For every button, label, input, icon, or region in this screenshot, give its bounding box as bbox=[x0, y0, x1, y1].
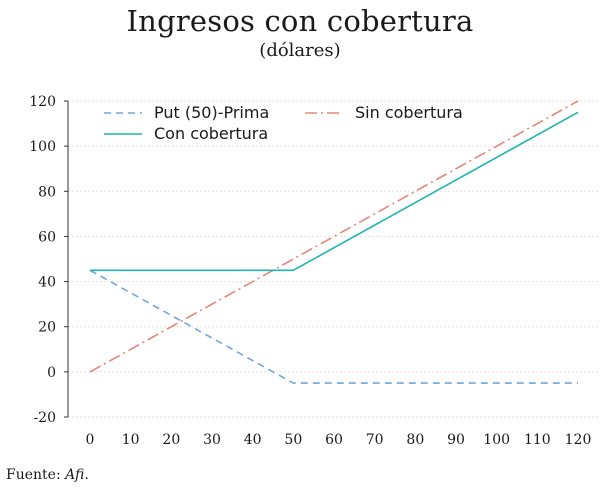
legend-label: Sin cobertura bbox=[355, 103, 463, 122]
source-prefix: Fuente: bbox=[6, 467, 66, 483]
x-tick-label: 70 bbox=[366, 432, 384, 448]
x-tick-label: 50 bbox=[284, 432, 302, 448]
y-tick-label: 60 bbox=[38, 229, 56, 245]
y-tick-label: 0 bbox=[47, 365, 56, 381]
x-tick-label: 100 bbox=[483, 432, 510, 448]
y-tick-label: 100 bbox=[29, 139, 56, 155]
y-tick-label: 40 bbox=[38, 275, 56, 291]
x-tick-label: 20 bbox=[162, 432, 180, 448]
y-tick-label: 80 bbox=[38, 184, 56, 200]
x-tick-label: 0 bbox=[86, 432, 95, 448]
series-lines bbox=[89, 100, 579, 384]
y-tick-label: 20 bbox=[38, 320, 56, 336]
x-tick-label: 10 bbox=[122, 432, 140, 448]
y-tick-label: -20 bbox=[33, 410, 56, 426]
series-line-put-50-prima bbox=[89, 269, 578, 384]
chart-subtitle: (dólares) bbox=[259, 40, 341, 61]
source-name: Afi bbox=[65, 467, 85, 483]
x-tick-label: 80 bbox=[406, 432, 424, 448]
legend-label: Put (50)-Prima bbox=[154, 103, 269, 122]
legend-label: Con cobertura bbox=[154, 124, 268, 143]
axes: -20 0 20 40 60 80 100 120 0 10 20 30 40 50 60 70 80 90 100… bbox=[29, 94, 591, 448]
x-tick-label: 90 bbox=[447, 432, 465, 448]
x-tick-label: 110 bbox=[524, 432, 551, 448]
source-suffix: . bbox=[84, 467, 89, 483]
legend: Put (50)-Prima Sin cobertura Con cobertura bbox=[104, 103, 463, 143]
y-tick-label: 120 bbox=[29, 94, 56, 110]
series-line-con-cobertura bbox=[90, 111, 579, 272]
x-tick-label: 30 bbox=[203, 432, 221, 448]
x-tick-label: 60 bbox=[325, 432, 343, 448]
source-note: Fuente: Afi. bbox=[6, 467, 89, 483]
chart-title: Ingresos con cobertura bbox=[126, 4, 474, 38]
grid-lines bbox=[68, 100, 598, 418]
x-tick-label: 40 bbox=[244, 432, 262, 448]
series-line-sin-cobertura bbox=[89, 100, 579, 373]
x-tick-label: 120 bbox=[565, 432, 592, 448]
